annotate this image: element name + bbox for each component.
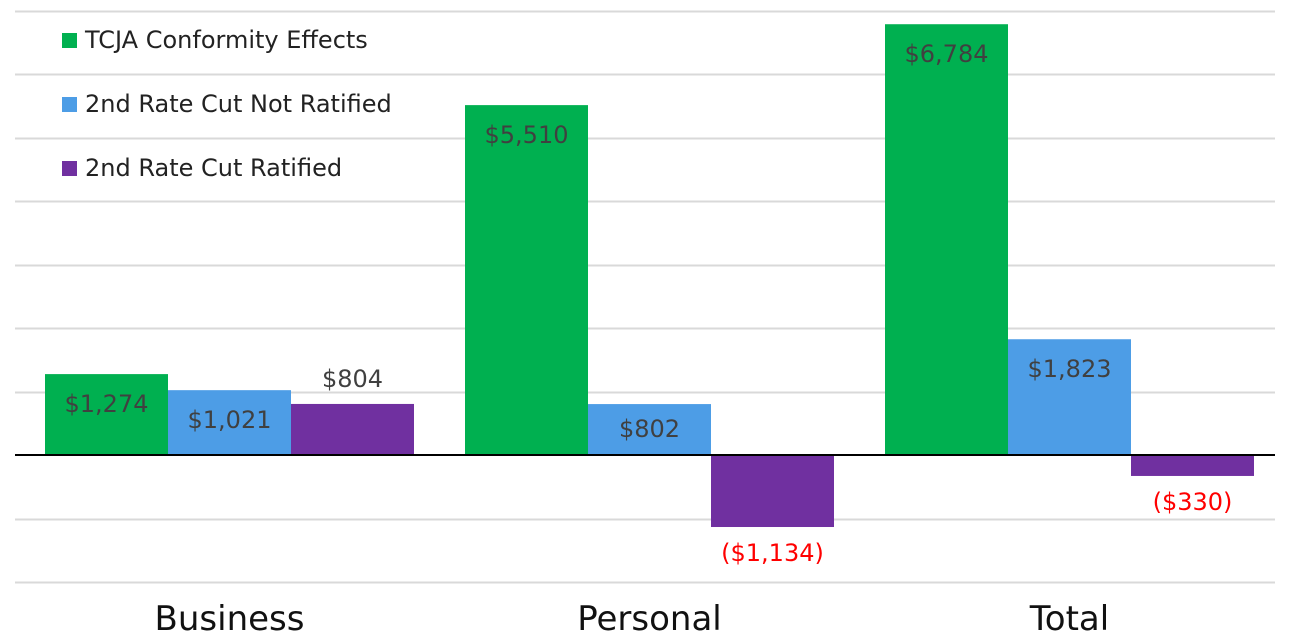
legend-swatch	[62, 32, 77, 48]
bar-business-2nd-rate-cut-ratified	[291, 403, 414, 455]
data-label: ($330)	[1153, 488, 1233, 516]
bar-personal-2nd-rate-cut-not-ratified	[588, 404, 711, 455]
legend-item-tcja-conformity-effects: TCJA Conformity Effects	[62, 26, 368, 54]
data-label: $5,510	[485, 121, 569, 149]
category-label-total: Total	[1029, 599, 1109, 637]
data-label: $802	[619, 415, 680, 443]
bar-business-tcja-conformity-effects	[45, 374, 168, 455]
data-labels: $1,274 $1,021 $804 $5,510 $802 ($1,134) $6,784…	[65, 40, 1233, 567]
data-label: $804	[322, 365, 383, 393]
legend-item-2nd-rate-cut-ratified: 2nd Rate Cut Ratified	[62, 154, 342, 182]
bar-business-2nd-rate-cut-not-ratified	[168, 390, 291, 455]
bar-total-tcja-conformity-effects	[885, 24, 1008, 455]
legend-swatch	[62, 160, 77, 176]
legend-label: 2nd Rate Cut Not Ratified	[85, 90, 392, 118]
data-label: ($1,134)	[721, 539, 824, 567]
category-labels: Business Personal Total	[155, 599, 1110, 637]
bar-total-2nd-rate-cut-ratified	[1131, 455, 1254, 476]
data-label: $1,274	[65, 390, 149, 418]
category-label-business: Business	[155, 599, 305, 637]
bars	[45, 24, 1254, 528]
legend-swatch	[62, 96, 77, 112]
bar-personal-tcja-conformity-effects	[465, 105, 588, 456]
bar-total-2nd-rate-cut-not-ratified	[1008, 339, 1131, 455]
category-label-personal: Personal	[577, 599, 722, 637]
data-label: $1,823	[1028, 355, 1112, 383]
data-label: $6,784	[905, 40, 989, 68]
bar-personal-2nd-rate-cut-ratified	[711, 455, 834, 528]
legend-item-2nd-rate-cut-not-ratified: 2nd Rate Cut Not Ratified	[62, 90, 392, 118]
legend-label: TCJA Conformity Effects	[85, 26, 368, 54]
data-label: $1,021	[188, 406, 272, 434]
legend-label: 2nd Rate Cut Ratified	[85, 154, 343, 182]
